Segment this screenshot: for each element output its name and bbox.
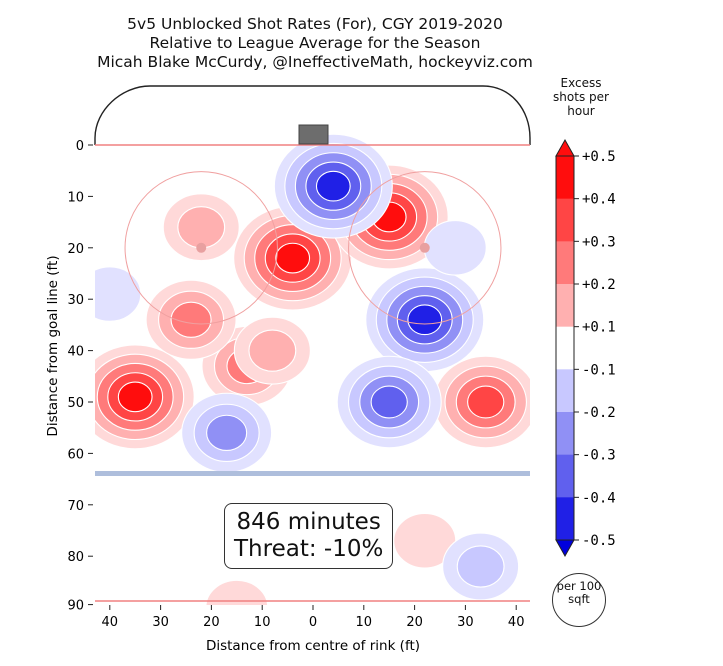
x-axis-label: Distance from centre of rink (ft) — [206, 638, 420, 654]
contour-level — [205, 579, 269, 605]
y-tick-label: 10 — [67, 190, 84, 205]
contour-level — [423, 219, 487, 276]
colorbar-min-arrow — [555, 539, 575, 558]
x-tick-label: 40 — [508, 615, 525, 630]
x-tick-label: 10 — [254, 615, 271, 630]
colorbar-band — [556, 156, 574, 200]
contour-level — [275, 242, 311, 274]
faceoff-dot — [196, 242, 207, 253]
y-axis-label: Distance from goal line (ft) — [45, 255, 61, 436]
heat-contour-3 — [433, 355, 530, 449]
summary-annotation: 846 minutes Threat: -10% — [224, 503, 394, 569]
x-tick-label: 20 — [406, 615, 423, 630]
x-tick-label: 30 — [152, 615, 169, 630]
y-tick-label: 60 — [67, 447, 84, 462]
y-tick-label: 90 — [67, 599, 84, 614]
colorbar-frame — [555, 155, 575, 541]
heat-contour-14 — [442, 532, 520, 601]
heat-contour-7 — [233, 316, 311, 385]
faceoff-dot — [419, 242, 430, 253]
contour-level — [407, 304, 443, 336]
colorbar-band — [556, 326, 574, 370]
contour-level — [117, 381, 153, 413]
contour-level — [170, 301, 212, 338]
y-tick-label: 20 — [67, 242, 84, 257]
colorbar-band — [556, 241, 574, 285]
faceoff-circle — [348, 171, 502, 325]
y-tick-label: 40 — [67, 345, 84, 360]
y-tick-label: 50 — [67, 396, 84, 411]
contour-level — [467, 385, 505, 419]
plot-axes: 40 30 20 10 0 10 20 30 40 0 10 20 30 40 50 60 70 80 90 — [67, 139, 524, 630]
colorbar-band — [556, 369, 574, 413]
colorbar-tick-label: -0.1 — [582, 362, 616, 378]
colorbar: +0.5 +0.4 +0.3 +0.2 +0.1 -0.1 -0.2 -0.3 -0.4 -0.5 — [555, 138, 616, 558]
contour-level — [456, 545, 505, 588]
end-boards — [94, 85, 531, 145]
heat-contour-13 — [181, 392, 273, 473]
heat-contour-10 — [273, 133, 393, 239]
heat-contour-6 — [162, 193, 240, 262]
contour-level — [95, 266, 142, 322]
colorbar-band — [556, 198, 574, 242]
heat-contour-16 — [95, 266, 142, 322]
minutes-label: 846 minutes — [236, 509, 381, 535]
x-tick-label: 30 — [457, 615, 474, 630]
colorbar-tick-label: +0.4 — [582, 192, 616, 208]
colorbar-max-arrow — [555, 138, 575, 157]
x-tick-label: 40 — [102, 615, 119, 630]
chart-title-line-2: Relative to League Average for the Seaso… — [149, 34, 481, 52]
colorbar-band — [556, 412, 574, 456]
rink-markings — [94, 85, 531, 602]
contour-level — [370, 385, 408, 419]
faceoff-circle — [124, 171, 278, 325]
colorbar-tick-label: -0.4 — [582, 490, 616, 506]
heat-contour-0 — [95, 344, 195, 450]
heatmap-layer — [95, 133, 530, 605]
colorbar-tick-label: -0.3 — [582, 448, 616, 464]
x-tick-label: 10 — [356, 615, 373, 630]
heat-contour-11 — [365, 267, 485, 373]
threat-label: Threat: -10% — [234, 536, 384, 562]
colorbar-band — [556, 454, 574, 498]
colorbar-title: Excess shots per hour — [553, 76, 609, 118]
colorbar-tick-label: -0.2 — [582, 405, 616, 421]
x-tick-label: 0 — [309, 615, 317, 630]
contour-level — [315, 170, 351, 202]
contour-level — [248, 329, 297, 372]
goal-net — [298, 124, 329, 145]
y-tick-label: 80 — [67, 550, 84, 565]
blue-line — [95, 471, 530, 476]
chart-title-line-1: 5v5 Unblocked Shot Rates (For), CGY 2019… — [127, 15, 503, 33]
colorbar-band — [556, 497, 574, 541]
heat-contour-15 — [423, 219, 487, 276]
contour-level — [177, 206, 226, 249]
y-tick-label: 30 — [67, 293, 84, 308]
contour-level — [206, 414, 248, 451]
y-tick-label: 70 — [67, 499, 84, 514]
x-tick-label: 20 — [203, 615, 220, 630]
chart-title-line-3: Micah Blake McCurdy, @IneffectiveMath, h… — [97, 53, 533, 71]
heat-contour-9 — [205, 579, 269, 605]
colorbar-band — [556, 284, 574, 328]
y-tick-label: 0 — [76, 139, 84, 154]
colorbar-tick-label: +0.5 — [582, 149, 616, 165]
heat-contour-12 — [336, 355, 442, 449]
colorbar-tick-label: +0.3 — [582, 234, 616, 250]
colorbar-tick-label: -0.5 — [582, 533, 616, 549]
area-unit-badge: per 100 sqft — [552, 573, 606, 627]
heat-contour-5 — [145, 279, 237, 360]
colorbar-tick-label: +0.1 — [582, 320, 616, 336]
colorbar-tick-label: +0.2 — [582, 277, 616, 293]
